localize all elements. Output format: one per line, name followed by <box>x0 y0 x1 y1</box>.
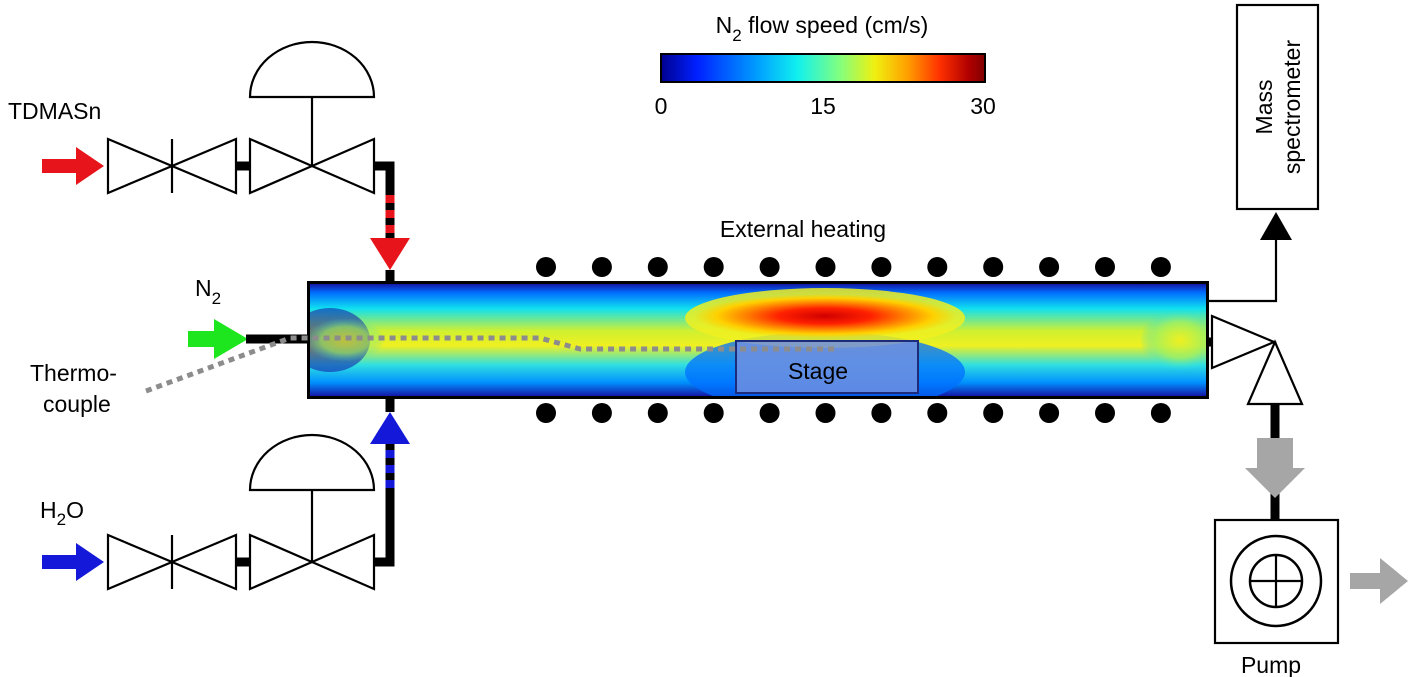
heater-dot <box>815 403 836 423</box>
heater-dot <box>1095 403 1115 423</box>
heater-dots <box>536 257 1171 423</box>
pump-label: Pump <box>1241 652 1301 677</box>
h2o-inlet: H2O <box>40 396 410 591</box>
pump-flow-arrow-icon <box>1245 438 1305 498</box>
external-heating: External heating <box>536 216 1171 423</box>
heater-dot <box>983 257 1004 277</box>
colorbar-tick-max: 30 <box>970 93 996 119</box>
thermocouple-wire <box>145 335 836 394</box>
n2-arrow-icon <box>188 319 248 359</box>
stage-label: Stage <box>788 358 848 384</box>
heater-dot <box>759 403 780 423</box>
colorbar-title-main: N <box>716 12 733 38</box>
heater-dot <box>1039 403 1060 423</box>
colorbar-tick-mid: 15 <box>810 93 836 119</box>
heater-dot <box>591 403 612 423</box>
heater-dot <box>647 403 668 423</box>
tdmasn-arrow-icon <box>42 147 104 185</box>
colorbar-title: N2 flow speed (cm/s) <box>716 12 929 45</box>
heater-dot <box>871 257 892 277</box>
h2o-pipe <box>374 444 395 567</box>
heater-dot <box>1150 403 1171 423</box>
colorbar-gradient <box>660 53 986 83</box>
heater-dot <box>1039 257 1060 277</box>
tdmasn-inlet: TDMASn <box>8 40 410 284</box>
h2o-manual-valve-icon[interactable] <box>106 533 238 591</box>
heater-dot <box>536 403 556 423</box>
colorbar-title-rest: flow speed (cm/s) <box>742 12 929 38</box>
tdmasn-label: TDMASn <box>8 98 101 124</box>
colorbar: N2 flow speed (cm/s) 0 15 30 <box>655 12 996 119</box>
tdmasn-down-arrow-icon <box>370 238 410 270</box>
outlet: Mass spectrometer Pump <box>1206 3 1408 677</box>
h2o-label-h: H <box>40 497 57 523</box>
colorbar-tick-min: 0 <box>655 93 668 119</box>
thermocouple-label-line2: couple <box>43 391 111 417</box>
outlet-valve-icon[interactable] <box>1210 314 1304 406</box>
heater-dot <box>1095 257 1115 277</box>
heater-dot <box>647 257 668 277</box>
h2o-pneumatic-valve-icon[interactable] <box>248 433 376 591</box>
heater-dot <box>1150 257 1171 277</box>
mass-spectrometer-label-line2: spectrometer <box>1279 40 1305 175</box>
ms-arrow-icon <box>1260 212 1292 240</box>
heater-dot <box>927 403 948 423</box>
n2-label-main: N <box>195 275 212 301</box>
n2-label-subscript: 2 <box>212 289 221 308</box>
heater-dot <box>703 257 724 277</box>
heater-dot <box>759 257 780 277</box>
thermocouple-label-line1: Thermo- <box>30 360 117 386</box>
colorbar-title-subscript: 2 <box>732 26 741 45</box>
n2-inlet: N2 <box>188 275 308 359</box>
tdmasn-manual-valve-icon[interactable] <box>106 137 238 195</box>
heater-dot <box>871 403 892 423</box>
heater-dot <box>927 257 948 277</box>
h2o-arrow-icon <box>42 543 104 581</box>
h2o-label-o: O <box>66 497 84 523</box>
mass-spectrometer[interactable]: Mass spectrometer <box>1235 3 1320 211</box>
pump-outer-circle <box>1229 534 1323 628</box>
thermocouple: Thermo- couple <box>30 335 836 417</box>
external-heating-label: External heating <box>720 216 886 242</box>
h2o-label: H2O <box>40 497 84 529</box>
heater-dot <box>591 257 612 277</box>
exhaust-arrow-icon <box>1350 558 1408 604</box>
heater-dot <box>703 403 724 423</box>
ms-sampling-line <box>1209 240 1278 303</box>
tdmasn-pneumatic-valve-icon[interactable] <box>248 40 376 195</box>
h2o-label-subscript: 2 <box>57 510 66 529</box>
heater-dot <box>983 403 1004 423</box>
heater-dot <box>536 257 556 277</box>
heater-dot <box>815 257 836 277</box>
mass-spectrometer-label-line1: Mass <box>1251 80 1277 135</box>
h2o-up-arrow-icon <box>370 412 410 444</box>
pump[interactable] <box>1213 518 1340 645</box>
n2-label: N2 <box>195 275 221 308</box>
